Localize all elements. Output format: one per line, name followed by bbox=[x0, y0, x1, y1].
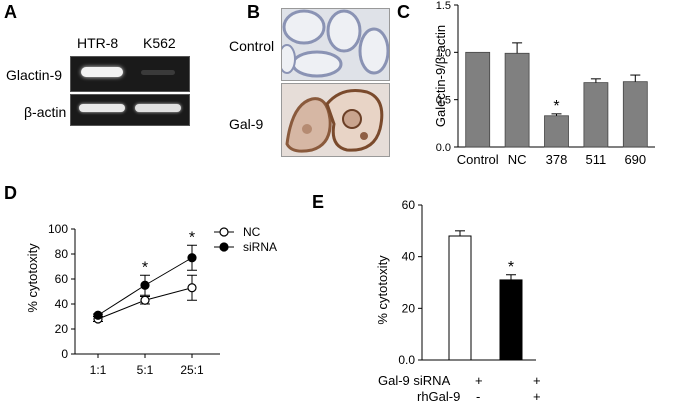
chart-e-bar bbox=[499, 279, 523, 361]
panel-c-label: C bbox=[397, 2, 410, 22]
row-label-actin: β-actin bbox=[24, 104, 67, 120]
chart-d-legend-label: NC bbox=[243, 225, 261, 239]
band-k562-actin bbox=[135, 104, 181, 112]
chart-c-ytick-label: 0.0 bbox=[436, 142, 451, 154]
chart-d-point-siRNA bbox=[140, 280, 150, 290]
chart-c-bar bbox=[583, 82, 609, 148]
condition-label-rhgal9: rhGal-9 bbox=[417, 389, 461, 404]
chart-d-ytick-label: 40 bbox=[55, 297, 69, 311]
chart-d-xtick-label: 25:1 bbox=[180, 363, 204, 377]
chart-d-xtick-label: 1:1 bbox=[90, 363, 107, 377]
chart-d-legend-marker bbox=[219, 242, 229, 252]
panel-a-label: A bbox=[4, 2, 17, 22]
band-htr8-actin bbox=[79, 104, 125, 112]
tissue-image-control bbox=[281, 8, 390, 81]
chart-c-ytick-label: 0.5 bbox=[436, 95, 451, 107]
chart-d-point-NC bbox=[140, 295, 150, 305]
band-htr8-galectin bbox=[81, 67, 123, 77]
chart-e-ytick-label: 40 bbox=[402, 250, 416, 264]
chart-d-point-NC bbox=[187, 283, 197, 293]
band-k562-galectin bbox=[141, 70, 175, 75]
condition-e1-siRNA: + bbox=[475, 373, 483, 388]
panel-b-label: B bbox=[247, 2, 260, 22]
chart-c-bar bbox=[465, 51, 491, 148]
chart-c-xtick-label: 690 bbox=[624, 152, 646, 167]
chart-c-bar bbox=[622, 81, 648, 148]
chart-d-ytick-label: 0 bbox=[61, 347, 68, 361]
chart-d-point-siRNA bbox=[93, 310, 103, 320]
chart-d-legend-marker bbox=[219, 227, 229, 237]
lane-label-htr8: HTR-8 bbox=[77, 35, 119, 51]
chart-c-bar bbox=[504, 52, 530, 148]
chart-e-ylabel: % cytotoxity bbox=[375, 255, 390, 325]
chart-d-xtick-label: 5:1 bbox=[137, 363, 154, 377]
condition-e2-rhgal9: + bbox=[533, 389, 541, 404]
chart-d-legend-label: siRNA bbox=[243, 240, 277, 254]
chart-d-ytick-label: 20 bbox=[55, 322, 69, 336]
chart-c-significance: * bbox=[553, 98, 559, 115]
chart-c-ytick-label: 1.5 bbox=[436, 0, 451, 12]
panel-d-label: D bbox=[4, 183, 17, 203]
chart-c-ytick-label: 1.0 bbox=[436, 47, 451, 59]
chart-c-bar bbox=[544, 115, 569, 148]
chart-c-xtick-label: Control bbox=[457, 152, 499, 167]
row-label-galectin: Glactin-9 bbox=[6, 67, 63, 83]
row-label-control: Control bbox=[229, 38, 275, 54]
chart-d: % cytotoxity 0 20 40 60 80 100 1:1 5:1 25:1 * * NCs… bbox=[25, 222, 277, 377]
chart-c-xtick-label: 511 bbox=[586, 152, 607, 167]
lane-label-k562: K562 bbox=[143, 35, 176, 51]
condition-e2-siRNA: + bbox=[533, 373, 541, 388]
condition-label-siRNA: Gal-9 siRNA bbox=[378, 373, 451, 388]
gel-actin bbox=[70, 94, 190, 126]
chart-c: Galectin-9/β-actin 0.0 0.5 1.0 1.5 Control NC… bbox=[433, 0, 655, 167]
gel-galectin bbox=[70, 56, 190, 92]
chart-e-ytick-label: 0.0 bbox=[398, 353, 415, 367]
chart-c-xtick-label: NC bbox=[508, 152, 527, 167]
chart-d-ytick-label: 80 bbox=[55, 247, 69, 261]
chart-d-ytick-label: 100 bbox=[48, 222, 68, 236]
chart-e-bar bbox=[448, 235, 472, 361]
chart-e-ytick-label: 60 bbox=[402, 198, 416, 212]
chart-d-ylabel: % cytotoxity bbox=[25, 243, 40, 313]
condition-e1-rhgal9: - bbox=[476, 389, 481, 404]
chart-e-significance: * bbox=[508, 259, 514, 276]
chart-d-significance: * bbox=[142, 259, 148, 276]
chart-c-xtick-label: 378 bbox=[546, 152, 568, 167]
panel-e-label: E bbox=[312, 192, 325, 212]
chart-c-ylabel: Galectin-9/β-actin bbox=[433, 25, 448, 127]
chart-d-significance: * bbox=[189, 229, 195, 246]
chart-d-point-siRNA bbox=[187, 253, 197, 263]
row-label-gal9: Gal-9 bbox=[229, 116, 264, 132]
chart-e: % cytotoxity 0.0 20 40 60 * bbox=[375, 198, 536, 367]
tissue-image-gal9 bbox=[281, 83, 390, 157]
chart-e-ytick-label: 20 bbox=[402, 301, 416, 315]
chart-d-ytick-label: 60 bbox=[55, 272, 69, 286]
